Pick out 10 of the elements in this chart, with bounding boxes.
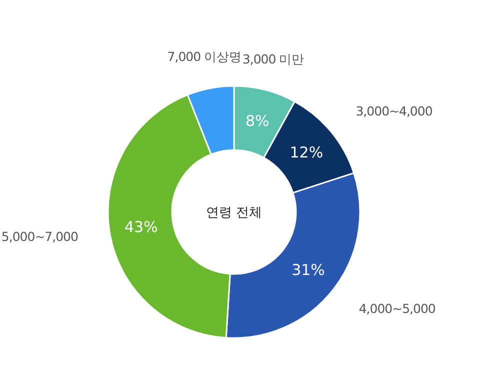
slice-label: 3,000~4,000 xyxy=(356,104,433,119)
data-label: 8% xyxy=(245,112,270,130)
data-label: 43% xyxy=(124,218,158,236)
slice-label: 4,000~5,000 xyxy=(358,301,436,316)
slice-label: 3,000 미만 xyxy=(242,51,305,66)
slice-label: 7,000 이상명 xyxy=(167,49,242,64)
slice-label: 5,000~7,000 xyxy=(1,229,78,244)
data-label: 12% xyxy=(290,143,324,162)
text: 연령 전체 xyxy=(206,206,262,221)
data-label: 31% xyxy=(292,260,325,279)
